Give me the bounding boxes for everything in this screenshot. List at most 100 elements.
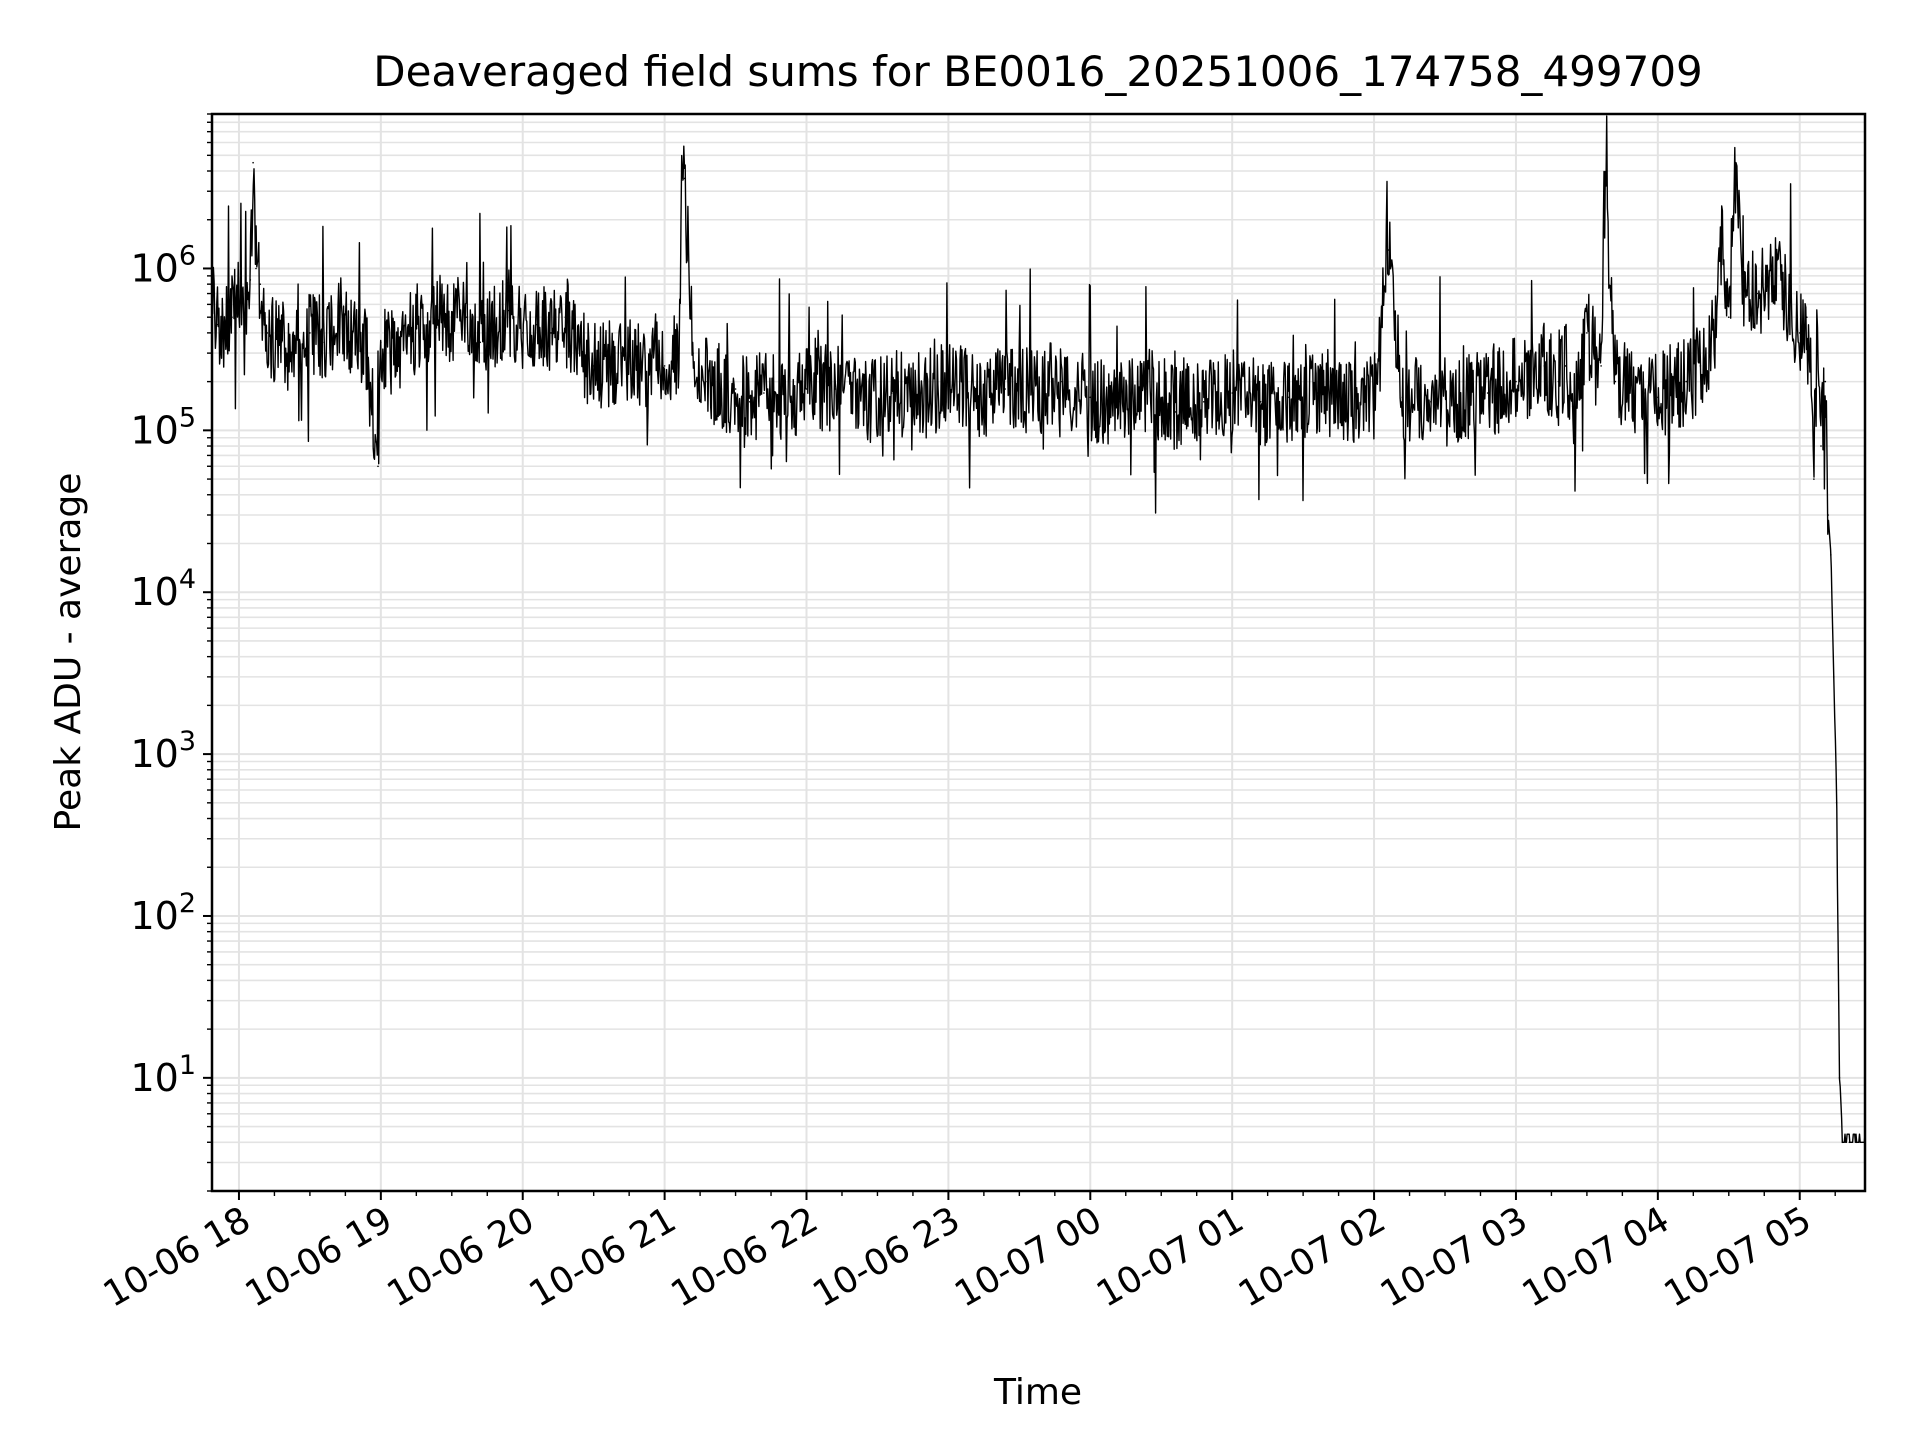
data-point bbox=[1671, 388, 1673, 390]
y-tick-label: 104 bbox=[130, 564, 196, 614]
data-point bbox=[1855, 1141, 1858, 1144]
data-point bbox=[621, 352, 623, 354]
data-point bbox=[351, 332, 354, 334]
data-point bbox=[1816, 352, 1818, 354]
y-tick-label: 105 bbox=[130, 402, 196, 452]
data-point bbox=[1557, 380, 1560, 383]
data-point bbox=[1373, 396, 1375, 399]
data-point bbox=[680, 179, 683, 182]
data-point bbox=[1061, 380, 1063, 383]
data-point bbox=[249, 279, 252, 281]
data-point bbox=[231, 316, 233, 319]
data-point bbox=[1586, 332, 1588, 334]
data-point bbox=[564, 316, 567, 319]
data-point bbox=[1756, 292, 1758, 295]
data-point bbox=[216, 323, 219, 326]
plot-frame bbox=[210, 112, 1867, 1193]
data-point bbox=[451, 323, 453, 326]
data-point bbox=[862, 401, 865, 403]
data-point bbox=[1813, 478, 1815, 480]
data-point bbox=[890, 392, 893, 394]
data-point bbox=[1806, 316, 1808, 319]
data-point bbox=[1784, 292, 1787, 295]
data-point bbox=[749, 401, 751, 403]
data-point bbox=[1430, 401, 1432, 403]
y-tick-label: 102 bbox=[130, 888, 196, 938]
data-point bbox=[1713, 332, 1716, 334]
data-point bbox=[1848, 1141, 1851, 1144]
data-point bbox=[1820, 445, 1822, 447]
x-axis-label: Time bbox=[993, 1372, 1082, 1413]
data-point bbox=[1146, 388, 1148, 390]
data-point bbox=[1401, 396, 1404, 399]
data-point bbox=[436, 316, 439, 319]
data-point bbox=[607, 365, 609, 367]
data-point bbox=[1571, 405, 1574, 408]
data-point bbox=[663, 365, 666, 367]
data-point bbox=[1835, 802, 1838, 804]
data-point bbox=[1543, 365, 1546, 367]
data-point bbox=[635, 365, 637, 367]
data-point bbox=[678, 352, 680, 354]
data-point bbox=[1838, 1077, 1841, 1079]
data-point bbox=[266, 332, 269, 334]
data-point bbox=[1827, 514, 1829, 516]
data-point bbox=[408, 332, 411, 334]
data-point bbox=[365, 352, 368, 354]
data-point bbox=[323, 341, 325, 344]
data-point bbox=[805, 388, 808, 390]
data-point bbox=[1117, 401, 1120, 403]
data-point bbox=[1089, 396, 1092, 399]
data-point bbox=[1657, 396, 1659, 399]
data-point bbox=[1515, 380, 1517, 383]
data-point bbox=[1685, 380, 1687, 383]
data-point bbox=[294, 352, 297, 354]
data-point bbox=[720, 388, 723, 390]
data-point bbox=[1614, 380, 1617, 383]
data-point bbox=[763, 392, 765, 394]
data-point bbox=[1564, 365, 1567, 367]
data-point bbox=[592, 365, 595, 367]
data-point bbox=[1231, 392, 1233, 394]
data-point bbox=[706, 380, 708, 383]
data-point bbox=[1628, 388, 1631, 390]
data-point bbox=[259, 283, 262, 286]
data-point bbox=[394, 352, 396, 354]
data-point bbox=[224, 332, 226, 334]
data-point bbox=[1600, 365, 1602, 367]
data-point bbox=[377, 465, 379, 468]
data-point bbox=[280, 341, 283, 344]
data-point bbox=[1316, 392, 1319, 394]
data-point bbox=[238, 303, 240, 306]
data-point bbox=[791, 401, 794, 403]
data-point bbox=[1288, 396, 1290, 399]
y-tick-label: 106 bbox=[130, 240, 196, 290]
data-point bbox=[1824, 380, 1827, 383]
data-point bbox=[536, 323, 538, 326]
data-point bbox=[1720, 239, 1723, 241]
data-series bbox=[211, 115, 1866, 1144]
data-point bbox=[1004, 388, 1006, 390]
data-point bbox=[1486, 392, 1489, 394]
data-point bbox=[1174, 411, 1177, 413]
data-point bbox=[1798, 332, 1801, 334]
data-point bbox=[309, 332, 311, 334]
series-line bbox=[211, 115, 1866, 1143]
data-point bbox=[1830, 554, 1832, 556]
data-point bbox=[521, 332, 524, 334]
data-point bbox=[649, 365, 652, 367]
grid bbox=[212, 113, 1865, 1192]
data-point bbox=[255, 267, 257, 270]
data-point bbox=[1735, 161, 1737, 164]
data-point bbox=[1344, 401, 1347, 403]
data-point bbox=[380, 341, 382, 344]
data-point bbox=[1387, 249, 1390, 251]
data-point bbox=[919, 396, 921, 399]
data-point bbox=[1203, 401, 1205, 403]
y-tick-label: 103 bbox=[130, 726, 196, 776]
data-point bbox=[422, 323, 425, 326]
data-point bbox=[692, 352, 694, 354]
data-point bbox=[1642, 392, 1645, 394]
